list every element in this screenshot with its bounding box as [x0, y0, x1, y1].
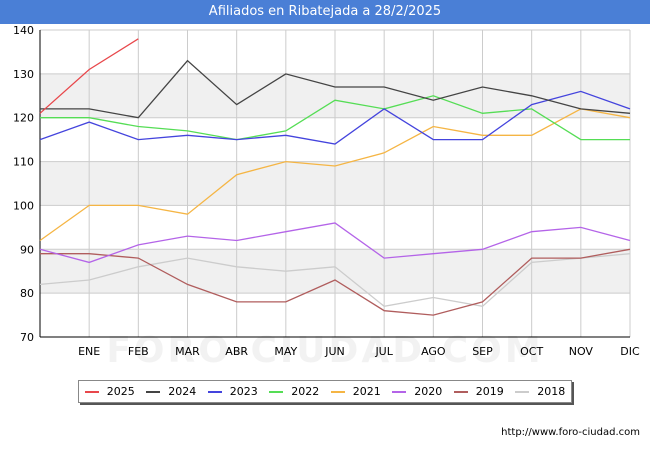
- series-line-2020: [39, 222, 631, 264]
- series-line-2022: [40, 95, 630, 141]
- legend-label: 2020: [414, 385, 443, 398]
- x-tick-label: MAY: [274, 345, 297, 358]
- y-tick-labels: 70 80 90 100 110 120 130 140: [13, 24, 34, 344]
- axes: [39, 30, 630, 338]
- legend-label: 2023: [229, 385, 258, 398]
- series-line-2024: [40, 59, 631, 119]
- legend-label: 2022: [291, 385, 320, 398]
- legend-item-2025: 2025: [84, 385, 135, 398]
- y-tick-label: 90: [20, 243, 34, 256]
- chart-title: Afiliados en Ribatejada a 28/2/2025: [0, 0, 650, 24]
- legend-swatch: [330, 390, 345, 393]
- y-tick-label: 100: [13, 199, 34, 212]
- series-line-2021: [39, 108, 631, 242]
- y-tick-label: 110: [13, 156, 34, 169]
- legend-label: 2024: [168, 385, 197, 398]
- legend-item-2020: 2020: [392, 385, 442, 398]
- x-tick-label: MAR: [175, 345, 200, 358]
- legend-item-2022: 2022: [269, 385, 319, 398]
- legend-label: 2018: [537, 385, 566, 398]
- series-line-2023: [39, 90, 631, 145]
- watermark: FORO-CIUDAD.COM: [106, 330, 544, 371]
- legend: 2025 2024 2023 2022 2021 2020 2019 2018: [78, 380, 572, 403]
- line-chart: 70 80 90 100 110 120 130 140 ENE FEB MAR ABR MAY JUN…: [13, 24, 640, 358]
- x-tick-label: OCT: [520, 345, 543, 358]
- legend-item-2024: 2024: [146, 385, 196, 398]
- x-tick-label: ENE: [78, 345, 100, 358]
- y-tick-label: 140: [13, 24, 34, 37]
- y-tick-label: 80: [20, 287, 34, 300]
- legend-swatch: [269, 390, 284, 393]
- legend-swatch: [515, 390, 530, 393]
- x-tick-label: AGO: [421, 345, 446, 358]
- x-tick-label: JUL: [374, 345, 393, 358]
- y-tick-label: 130: [13, 68, 34, 81]
- legend-item-2023: 2023: [207, 385, 258, 398]
- legend-swatch: [207, 390, 222, 393]
- x-tick-label: SEP: [472, 345, 493, 358]
- legend-label: 2019: [475, 385, 504, 398]
- legend-label: 2021: [352, 385, 381, 398]
- series-line-2018: [39, 253, 631, 307]
- x-tick-label: ABR: [225, 345, 248, 358]
- series-line-2025: [39, 38, 139, 114]
- y-tick-label: 120: [13, 112, 34, 125]
- legend-swatch: [453, 390, 468, 393]
- x-tick-label: FEB: [128, 345, 149, 358]
- grid-lines: [40, 29, 631, 338]
- legend-item-2019: 2019: [453, 385, 504, 398]
- legend-swatch: [84, 390, 99, 393]
- legend-swatch: [146, 390, 161, 393]
- legend-item-2018: 2018: [515, 385, 565, 398]
- series-line-2019: [40, 248, 631, 316]
- legend-swatch: [392, 390, 407, 393]
- x-tick-label: JUN: [324, 345, 345, 358]
- x-tick-labels: ENE FEB MAR ABR MAY JUN JUL AGO SEP OCT NOV DIC: [78, 345, 640, 358]
- x-tick-label: NOV: [569, 345, 594, 358]
- source-url[interactable]: http://www.foro-ciudad.com: [501, 427, 640, 438]
- legend-label: 2025: [106, 385, 135, 398]
- y-tick-label: 70: [20, 331, 34, 344]
- legend-item-2021: 2021: [330, 385, 381, 398]
- x-tick-label: DIC: [620, 345, 640, 358]
- series-lines: [39, 38, 631, 316]
